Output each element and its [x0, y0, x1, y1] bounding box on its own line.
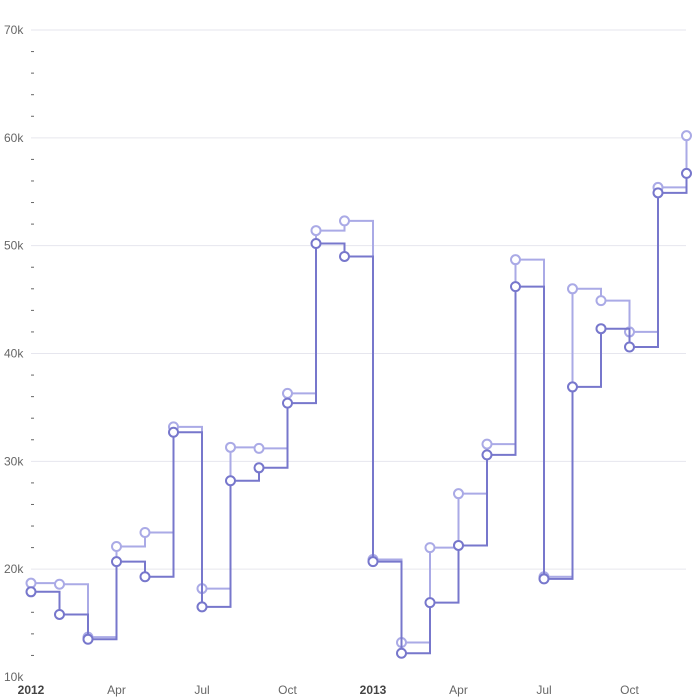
series-line: [31, 136, 687, 643]
data-point[interactable]: [682, 169, 691, 178]
y-tick-label: 10k: [4, 670, 24, 684]
data-point[interactable]: [682, 131, 691, 140]
data-point[interactable]: [255, 463, 264, 472]
data-point[interactable]: [426, 543, 435, 552]
y-tick-label: 40k: [4, 347, 24, 361]
y-tick-label: 50k: [4, 239, 24, 253]
data-point[interactable]: [454, 489, 463, 498]
data-point[interactable]: [112, 542, 121, 551]
data-point[interactable]: [141, 572, 150, 581]
data-point[interactable]: [283, 399, 292, 408]
data-point[interactable]: [625, 343, 634, 352]
data-point[interactable]: [27, 587, 36, 596]
x-tick-label: Oct: [278, 683, 297, 697]
y-tick-label: 70k: [4, 23, 24, 37]
data-point[interactable]: [141, 528, 150, 537]
data-point[interactable]: [340, 252, 349, 261]
data-point[interactable]: [84, 635, 93, 644]
data-point[interactable]: [340, 216, 349, 225]
y-tick-label: 20k: [4, 562, 24, 576]
x-axis: 2012 Apr Jul Oct 2013 Apr Jul Oct: [18, 683, 640, 697]
data-point[interactable]: [483, 440, 492, 449]
data-point[interactable]: [397, 649, 406, 658]
data-point[interactable]: [568, 284, 577, 293]
data-point[interactable]: [226, 476, 235, 485]
x-tick-label: Oct: [620, 683, 639, 697]
x-tick-label: 2012: [18, 683, 45, 697]
data-point[interactable]: [511, 282, 520, 291]
x-tick-label: Jul: [194, 683, 209, 697]
x-tick-label: 2013: [360, 683, 387, 697]
series-group: [27, 131, 692, 658]
x-tick-label: Apr: [449, 683, 468, 697]
data-point[interactable]: [597, 296, 606, 305]
data-point[interactable]: [312, 239, 321, 248]
data-point[interactable]: [426, 598, 435, 607]
data-point[interactable]: [511, 255, 520, 264]
data-point[interactable]: [454, 541, 463, 550]
data-point[interactable]: [169, 428, 178, 437]
data-point[interactable]: [597, 324, 606, 333]
y-tick-label: 60k: [4, 131, 24, 145]
y-tick-label: 30k: [4, 454, 24, 468]
x-tick-label: Apr: [107, 683, 126, 697]
data-point[interactable]: [283, 389, 292, 398]
data-point[interactable]: [369, 557, 378, 566]
data-point[interactable]: [255, 444, 264, 453]
data-point[interactable]: [568, 382, 577, 391]
data-point[interactable]: [55, 580, 64, 589]
data-point[interactable]: [540, 574, 549, 583]
data-point[interactable]: [483, 450, 492, 459]
data-point[interactable]: [112, 557, 121, 566]
data-point[interactable]: [312, 226, 321, 235]
data-point[interactable]: [226, 443, 235, 452]
data-point[interactable]: [654, 188, 663, 197]
data-point[interactable]: [198, 602, 207, 611]
series: [27, 169, 692, 658]
x-tick-label: Jul: [536, 683, 551, 697]
grid-lines: [31, 30, 686, 569]
data-point[interactable]: [55, 610, 64, 619]
